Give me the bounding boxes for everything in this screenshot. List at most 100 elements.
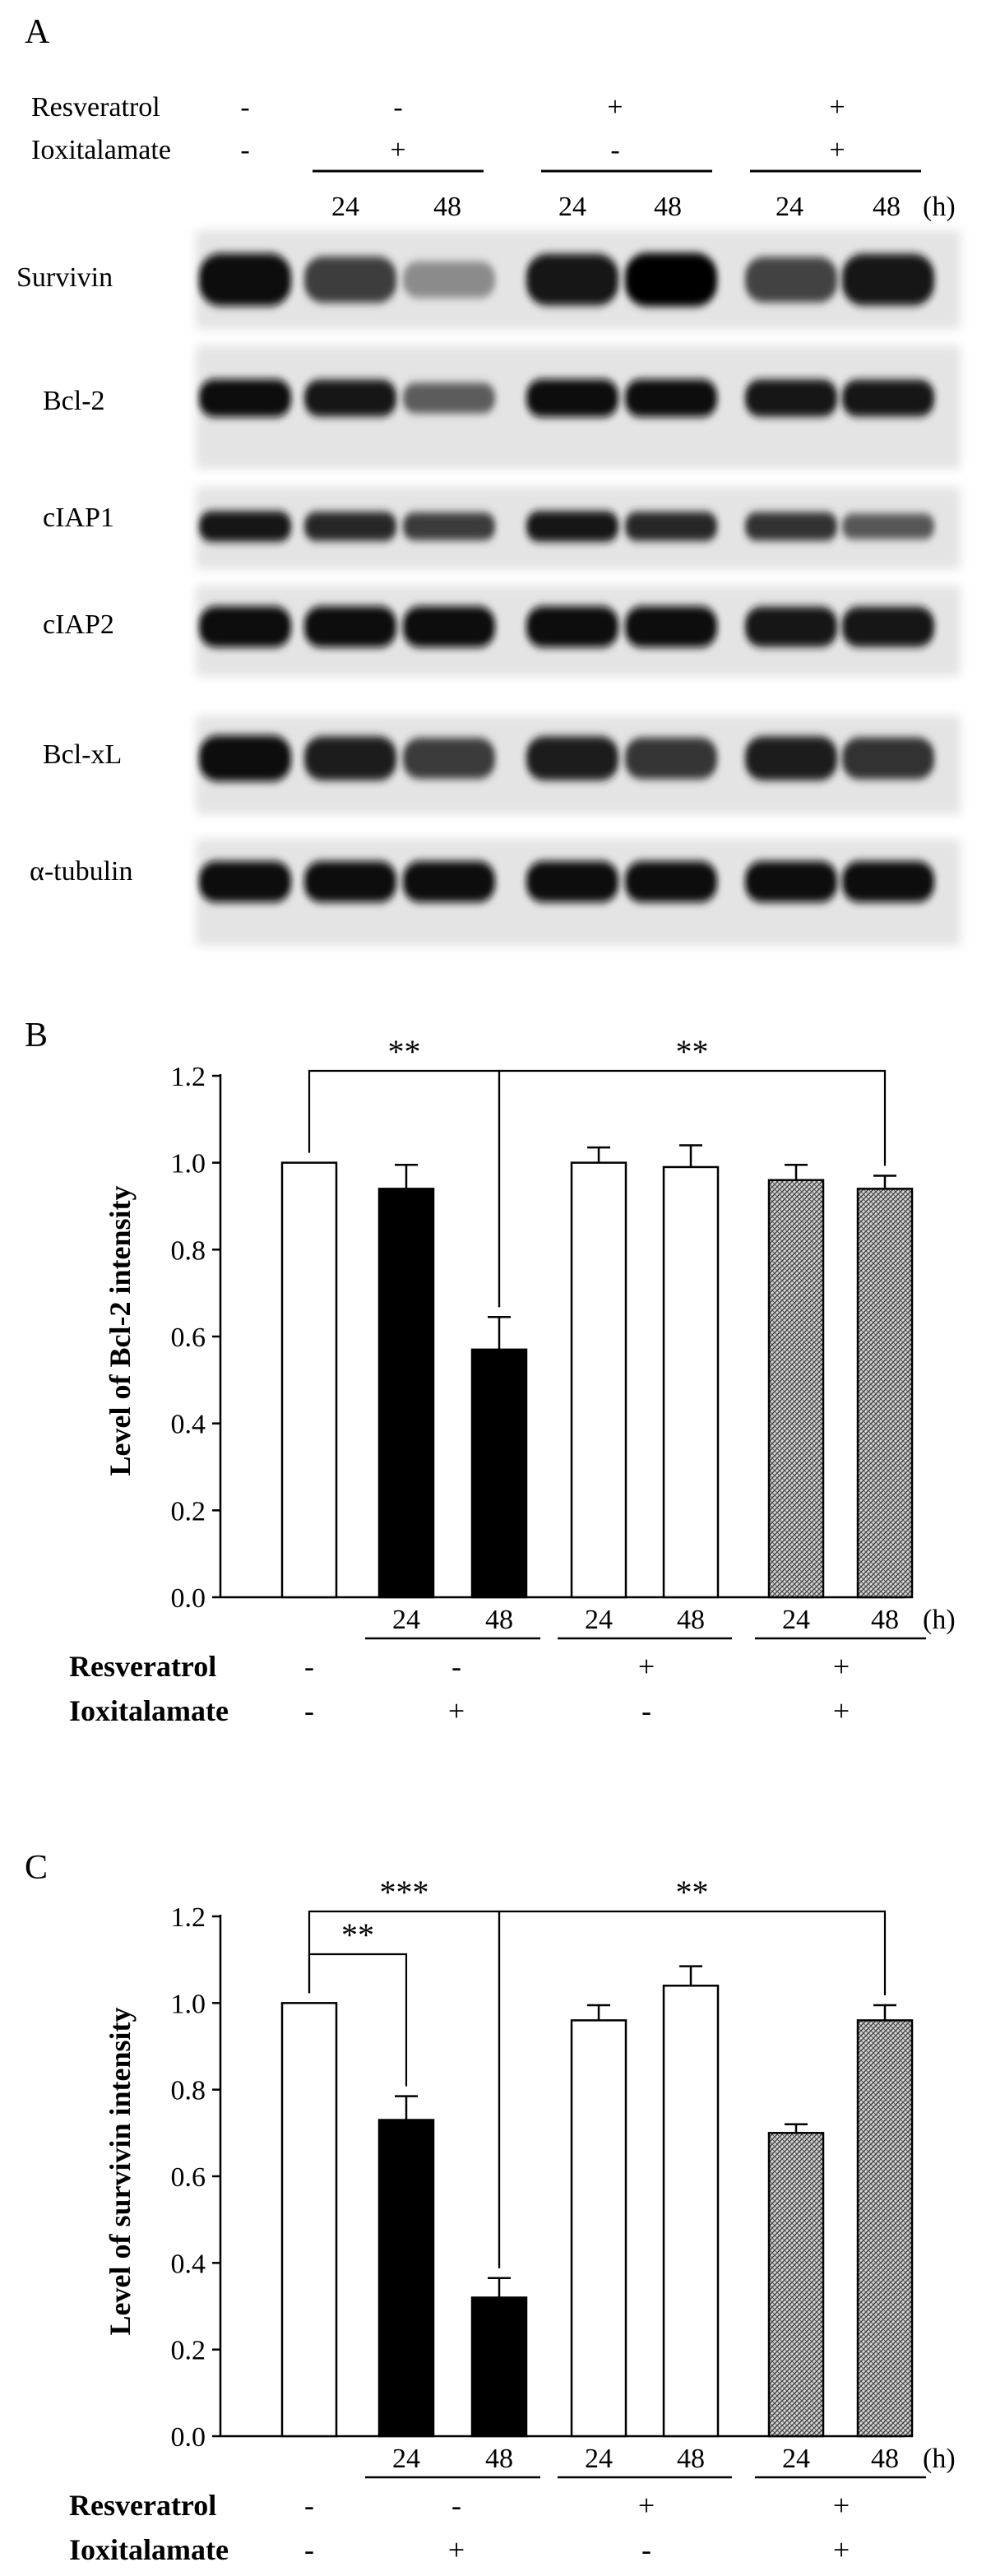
- blot-band: [842, 861, 934, 902]
- panel-b-plot: 0.0 0.2 0.4 0.6 0.8 1.0 1.2 ** ** 24 48 24 48 24 48 (h)…: [69, 1033, 956, 1727]
- panel-a-label: A: [25, 13, 50, 51]
- panel-c-plot: 0.00.20.40.60.81.01.2 ***** **24 48 24 48 24 48…: [69, 1874, 956, 2566]
- bar: [470, 2296, 528, 2438]
- resveratrol-sign-ioxitalamate: -: [393, 92, 402, 123]
- ioxitalamate-row-label: Ioxitalamate: [31, 135, 171, 165]
- time-label: 48: [873, 192, 901, 222]
- blot-band: [304, 379, 396, 417]
- blot-band: [526, 379, 618, 417]
- treatment-sign: -: [452, 1650, 461, 1683]
- blot-band: [745, 257, 837, 303]
- blot-band: [403, 382, 495, 414]
- y-tick-label: 0.2: [171, 1496, 206, 1527]
- resveratrol-sign-control: -: [240, 92, 249, 123]
- y-tick-label: 0.4: [171, 2249, 206, 2279]
- treatment-sign: +: [448, 1694, 465, 1727]
- blot-band: [199, 861, 291, 902]
- bar: [570, 1161, 627, 1599]
- bar: [767, 2132, 825, 2438]
- y-tick-label: 0.4: [171, 1410, 206, 1440]
- blot-label-bclxl: Bcl-xL: [43, 739, 122, 770]
- bar: [377, 1188, 435, 1599]
- blot-band: [842, 606, 934, 647]
- time-unit-label: (h): [923, 1605, 956, 1635]
- significance-label: **: [676, 1033, 709, 1070]
- time-unit-label: (h): [923, 192, 956, 222]
- bar: [570, 2019, 627, 2438]
- significance-label: **: [341, 1916, 374, 1953]
- treatment-row-label: Resveratrol: [69, 1650, 216, 1683]
- blot-band: [842, 737, 934, 780]
- blot-band: [403, 738, 495, 779]
- panel-b-bcl2-chart: B Level of Bcl-2 intensity 0.00.20.40.60…: [25, 1017, 956, 1727]
- significance-bracket: [498, 1910, 887, 2268]
- blot-band: [526, 861, 618, 902]
- bar: [377, 2119, 435, 2438]
- x-tick-label: 24: [782, 1605, 810, 1635]
- time-label: 24: [331, 192, 359, 222]
- time-unit-label: (h): [923, 2444, 956, 2474]
- x-tick-label: 48: [677, 2444, 705, 2474]
- blot-band: [842, 513, 934, 540]
- blot-band: [199, 735, 291, 781]
- blot-band: [199, 379, 291, 417]
- blot-band: [199, 511, 291, 542]
- blot-band: [304, 861, 396, 902]
- blot-band: [526, 511, 618, 542]
- resveratrol-sign-combined: +: [829, 92, 845, 123]
- x-tick-label: 48: [871, 1605, 899, 1635]
- treatment-sign: +: [833, 2533, 850, 2566]
- y-tick-label: 0.0: [171, 2422, 206, 2453]
- blot-label-ciap1: cIAP1: [43, 503, 114, 533]
- x-tick-label: 24: [392, 2444, 420, 2474]
- resveratrol-row-label: Resveratrol: [31, 92, 160, 123]
- blot-label-bcl2: Bcl-2: [43, 386, 105, 416]
- bar: [280, 2002, 338, 2438]
- resveratrol-sign-resveratrol: +: [607, 92, 623, 123]
- blot-band: [403, 512, 495, 540]
- blot-band: [625, 253, 717, 307]
- blot-band: [745, 861, 837, 902]
- bar: [470, 1348, 528, 1599]
- x-tick-label: 24: [585, 2444, 613, 2474]
- blot-band: [842, 379, 934, 417]
- panel-b-label: B: [25, 1017, 48, 1054]
- blot-band: [625, 737, 717, 780]
- treatment-sign: -: [641, 1694, 651, 1727]
- blot-band: [625, 861, 717, 902]
- blot-band: [304, 256, 396, 303]
- y-tick-label: 0.0: [171, 1583, 206, 1614]
- blot-band: [526, 606, 618, 647]
- bar: [662, 1165, 720, 1599]
- blot-band: [304, 512, 396, 541]
- blot-label-alpha-tubulin: α-tubulin: [30, 856, 132, 887]
- time-label: 24: [558, 192, 586, 222]
- blot-label-ciap2: cIAP2: [43, 609, 114, 640]
- blot-band: [199, 606, 291, 647]
- ioxitalamate-sign-control: -: [240, 135, 249, 165]
- x-tick-label: 24: [782, 2444, 810, 2474]
- treatment-sign: -: [452, 2489, 461, 2522]
- blot-label-survivin: Survivin: [16, 262, 113, 293]
- treatment-sign: +: [638, 2489, 655, 2522]
- treatment-row-label: Ioxitalamate: [69, 1694, 229, 1727]
- x-tick-label: 24: [585, 1605, 613, 1635]
- bar: [662, 1985, 720, 2438]
- bar: [767, 1179, 825, 1599]
- treatment-sign: +: [833, 1650, 850, 1683]
- time-label: 48: [433, 192, 461, 222]
- blot-band: [625, 606, 717, 647]
- blot-band: [745, 736, 837, 781]
- treatment-row-label: Resveratrol: [69, 2489, 216, 2522]
- blot-band: [526, 736, 618, 781]
- blot-band: [745, 379, 837, 417]
- significance-bracket: [498, 1069, 887, 1308]
- blot-band: [625, 379, 717, 417]
- ioxitalamate-sign-resveratrol: -: [610, 135, 619, 165]
- treatment-sign: +: [448, 2533, 465, 2566]
- ioxitalamate-sign-combined: +: [829, 135, 845, 165]
- y-tick-label: 0.2: [171, 2336, 206, 2366]
- treatment-sign: +: [833, 2489, 850, 2522]
- treatment-sign: +: [833, 1694, 850, 1727]
- panel-c-y-axis-title: Level of survivin intensity: [104, 2007, 137, 2335]
